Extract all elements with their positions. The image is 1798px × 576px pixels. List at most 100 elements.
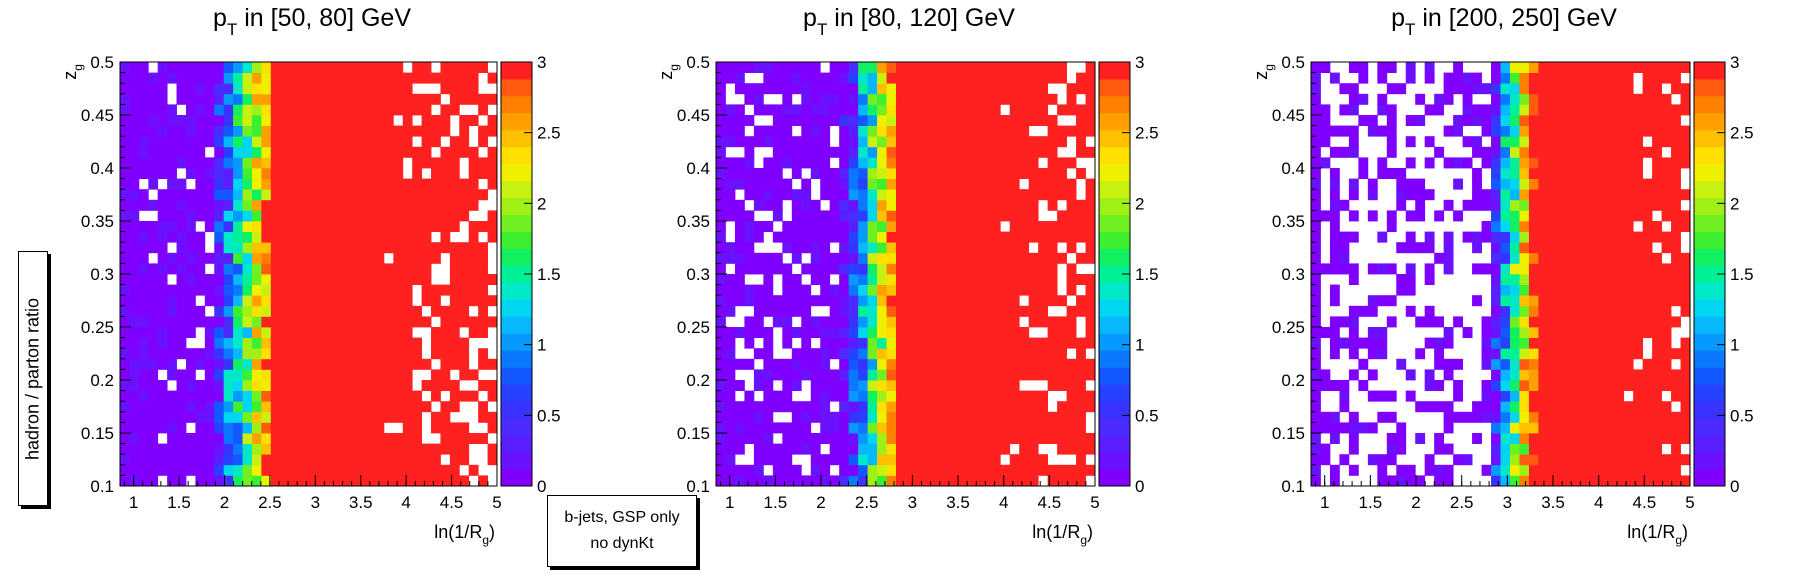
heatmap-cell: [223, 93, 234, 105]
x-tick-label: 4: [1594, 493, 1603, 512]
heatmap-cell: [251, 62, 262, 73]
heatmap-cell: [402, 454, 413, 466]
heatmap-cell: [943, 189, 954, 201]
heatmap-cell: [867, 358, 878, 370]
heatmap-cell: [1396, 422, 1407, 434]
heatmap-cell: [1066, 263, 1077, 275]
heatmap-cell: [478, 263, 488, 275]
heatmap-cell: [782, 464, 793, 476]
heatmap-cell: [1671, 369, 1681, 381]
heatmap-cell: [1329, 263, 1340, 275]
annotation-box: b-jets, GSP only no dynKt: [547, 495, 697, 567]
heatmap-cell: [468, 189, 479, 201]
heatmap-cell: [355, 327, 366, 338]
heatmap-cell: [214, 411, 225, 423]
palette-swatch: [1694, 299, 1725, 317]
heatmap-cell: [270, 252, 281, 264]
heatmap-cell: [820, 242, 831, 254]
heatmap-cell: [365, 433, 375, 444]
heatmap-cell: [924, 411, 935, 423]
heatmap-cell: [1519, 125, 1530, 137]
heatmap-cell: [1085, 72, 1096, 84]
heatmap-cell: [1481, 146, 1492, 158]
heatmap-cell: [393, 454, 404, 466]
heatmap-cell: [943, 305, 954, 317]
heatmap-cell: [810, 125, 821, 137]
heatmap-cell: [791, 157, 802, 169]
heatmap-cell: [355, 242, 366, 254]
heatmap-cell: [289, 252, 300, 264]
heatmap-cell: [905, 411, 916, 423]
heatmap-cell: [214, 93, 225, 105]
heatmap-cell: [402, 433, 413, 444]
heatmap-cell: [1405, 263, 1416, 275]
heatmap-cell: [971, 443, 982, 455]
heatmap-cell: [1057, 422, 1067, 434]
heatmap-cell: [867, 199, 878, 211]
heatmap-cell: [317, 337, 328, 349]
heatmap-cell: [299, 72, 309, 84]
heatmap-cell: [365, 199, 375, 211]
heatmap-cell: [1320, 380, 1331, 391]
heatmap-cell: [138, 199, 149, 211]
heatmap-cell: [858, 348, 869, 360]
heatmap-cell: [1623, 401, 1634, 413]
heatmap-cell: [1652, 380, 1662, 391]
heatmap-cell: [204, 337, 215, 349]
heatmap-cell: [478, 274, 488, 285]
heatmap-cell: [299, 337, 309, 349]
heatmap-cell: [440, 380, 451, 391]
heatmap-cell: [242, 454, 253, 466]
heatmap-cell: [1614, 411, 1625, 423]
heatmap-cell: [251, 93, 262, 105]
heatmap-cell: [1009, 104, 1020, 116]
heatmap-cell: [1652, 337, 1662, 349]
heatmap-cell: [962, 475, 973, 487]
heatmap-cell: [1000, 327, 1011, 338]
heatmap-cell: [1434, 464, 1445, 476]
heatmap-cell: [242, 263, 253, 275]
heatmap-cell: [270, 242, 281, 254]
heatmap-cell: [251, 178, 262, 190]
heatmap-cell: [1076, 337, 1086, 349]
heatmap-cell: [157, 284, 168, 296]
heatmap-cell: [327, 380, 338, 391]
heatmap-cell: [129, 433, 140, 444]
palette-swatch: [1694, 469, 1725, 487]
heatmap-cell: [734, 252, 745, 264]
heatmap-cell: [848, 252, 859, 264]
heatmap-cell: [440, 284, 451, 296]
heatmap-cell: [299, 284, 309, 296]
heatmap-cell: [270, 146, 281, 158]
heatmap-cell: [402, 348, 413, 360]
heatmap-cell: [120, 380, 130, 391]
z-tick-label: 3: [537, 53, 546, 72]
heatmap-cell: [1311, 189, 1321, 201]
heatmap-cell: [270, 62, 281, 73]
heatmap-cell: [421, 401, 432, 413]
heatmap-cell: [1057, 358, 1067, 370]
heatmap-cell: [990, 221, 1001, 232]
heatmap-cell: [763, 422, 774, 434]
heatmap-cell: [1009, 401, 1020, 413]
heatmap-cell: [914, 348, 925, 360]
heatmap-cell: [261, 157, 272, 169]
heatmap-cell: [810, 454, 821, 466]
heatmap-cell: [1528, 115, 1539, 126]
x-tick-label: 3.5: [946, 493, 970, 512]
heatmap-cell: [810, 136, 821, 148]
heatmap-cell: [138, 115, 149, 126]
heatmap-cell: [839, 146, 850, 158]
heatmap-cell: [896, 464, 906, 476]
heatmap-cell: [289, 146, 300, 158]
heatmap-cell: [251, 411, 262, 423]
heatmap-cell: [223, 221, 234, 232]
heatmap-cell: [1047, 168, 1058, 179]
heatmap-cell: [289, 411, 300, 423]
heatmap-cell: [1396, 433, 1407, 444]
heatmap-cell: [1311, 433, 1321, 444]
heatmap-cell: [1576, 475, 1587, 487]
heatmap-cell: [242, 422, 253, 434]
heatmap-cell: [1538, 263, 1549, 275]
heatmap-cell: [971, 221, 982, 232]
